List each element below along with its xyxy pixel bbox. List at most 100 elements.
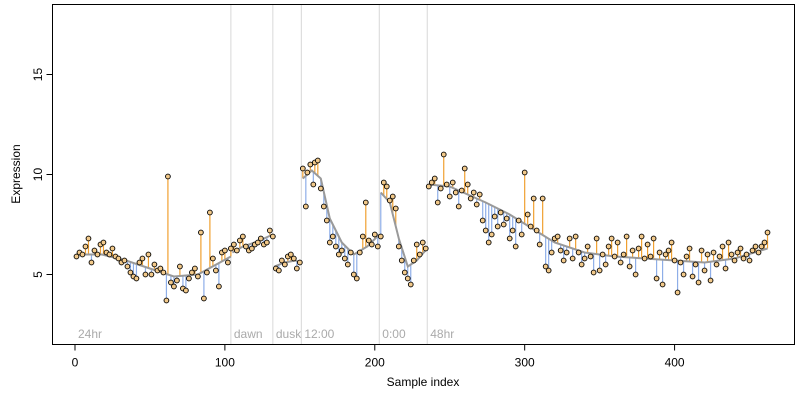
region-label: 24hr bbox=[78, 327, 102, 341]
data-point bbox=[440, 151, 447, 158]
data-point bbox=[590, 269, 597, 276]
data-point bbox=[536, 241, 543, 248]
data-point bbox=[293, 265, 300, 272]
data-point bbox=[374, 243, 381, 250]
data-point bbox=[270, 233, 276, 240]
data-point bbox=[201, 295, 207, 302]
data-point bbox=[91, 247, 98, 254]
data-point bbox=[443, 181, 450, 188]
data-point bbox=[761, 239, 768, 246]
data-point bbox=[713, 261, 720, 268]
data-point bbox=[133, 275, 140, 282]
data-point bbox=[476, 191, 483, 198]
data-point bbox=[503, 215, 510, 222]
data-point bbox=[548, 249, 555, 256]
y-tick-label: 15 bbox=[31, 68, 45, 82]
data-point bbox=[307, 161, 314, 168]
data-point bbox=[668, 239, 675, 246]
data-point bbox=[626, 263, 633, 270]
data-point bbox=[497, 209, 504, 216]
data-point bbox=[740, 255, 747, 262]
data-point bbox=[323, 217, 330, 224]
data-point bbox=[554, 233, 561, 240]
data-point bbox=[455, 203, 462, 210]
data-point bbox=[317, 185, 324, 192]
x-tick-label: 300 bbox=[515, 356, 535, 370]
data-point bbox=[127, 269, 134, 276]
data-point bbox=[635, 245, 642, 252]
data-point bbox=[449, 179, 456, 186]
data-point bbox=[198, 229, 204, 236]
data-point bbox=[452, 189, 459, 196]
data-point bbox=[491, 213, 498, 220]
data-point bbox=[314, 157, 321, 164]
data-point bbox=[204, 269, 210, 276]
data-point bbox=[734, 249, 741, 256]
data-point bbox=[557, 247, 564, 254]
data-point bbox=[662, 251, 669, 258]
data-point bbox=[665, 247, 672, 254]
plot-frame bbox=[52, 4, 795, 345]
data-point bbox=[404, 275, 411, 282]
data-point bbox=[278, 257, 285, 264]
region-label: dawn bbox=[234, 327, 263, 341]
data-point bbox=[434, 199, 441, 206]
data-point bbox=[243, 243, 249, 250]
data-point bbox=[255, 239, 261, 246]
data-point bbox=[398, 257, 405, 264]
data-point bbox=[177, 263, 183, 270]
data-point bbox=[425, 183, 432, 190]
data-point bbox=[275, 267, 282, 274]
data-point bbox=[494, 223, 501, 230]
data-point bbox=[192, 265, 198, 272]
data-points bbox=[73, 151, 771, 304]
data-point bbox=[353, 275, 360, 282]
data-point bbox=[359, 233, 366, 240]
data-point bbox=[695, 279, 702, 286]
data-point bbox=[416, 251, 423, 258]
data-point bbox=[728, 251, 735, 258]
data-point bbox=[240, 233, 246, 240]
data-point bbox=[386, 197, 393, 204]
data-point bbox=[725, 239, 732, 246]
data-point bbox=[428, 179, 435, 186]
data-point bbox=[611, 253, 618, 260]
data-point bbox=[563, 249, 570, 256]
data-point bbox=[671, 257, 678, 264]
data-point bbox=[731, 257, 738, 264]
data-point bbox=[575, 249, 582, 256]
data-point bbox=[560, 257, 567, 264]
y-tick-label: 10 bbox=[31, 168, 45, 182]
data-point bbox=[165, 173, 171, 180]
data-point bbox=[485, 239, 492, 246]
data-point bbox=[85, 235, 92, 242]
fit-line bbox=[302, 169, 381, 256]
data-point bbox=[290, 255, 297, 262]
region-label: dusk bbox=[276, 327, 302, 341]
data-point bbox=[446, 193, 453, 200]
x-tick-label: 400 bbox=[665, 356, 685, 370]
data-point bbox=[473, 201, 480, 208]
data-point bbox=[578, 261, 585, 268]
data-point bbox=[136, 259, 143, 266]
data-point bbox=[698, 247, 705, 254]
data-point bbox=[168, 279, 174, 286]
data-point bbox=[422, 245, 429, 252]
data-point bbox=[115, 255, 122, 262]
data-point bbox=[151, 261, 158, 268]
data-point bbox=[410, 257, 417, 264]
data-point bbox=[641, 255, 648, 262]
data-point bbox=[680, 271, 687, 278]
data-point bbox=[545, 267, 552, 274]
data-point bbox=[596, 267, 603, 274]
data-point bbox=[512, 243, 519, 250]
data-point bbox=[515, 217, 522, 224]
data-point bbox=[470, 189, 477, 196]
data-point bbox=[88, 259, 95, 266]
data-point bbox=[584, 243, 591, 250]
fit-lines bbox=[76, 169, 768, 278]
data-point bbox=[338, 247, 345, 254]
region-labels: 24hr dawn dusk 12:00 0:00 48hr bbox=[78, 327, 454, 341]
data-point bbox=[482, 227, 489, 234]
data-point bbox=[320, 203, 327, 210]
